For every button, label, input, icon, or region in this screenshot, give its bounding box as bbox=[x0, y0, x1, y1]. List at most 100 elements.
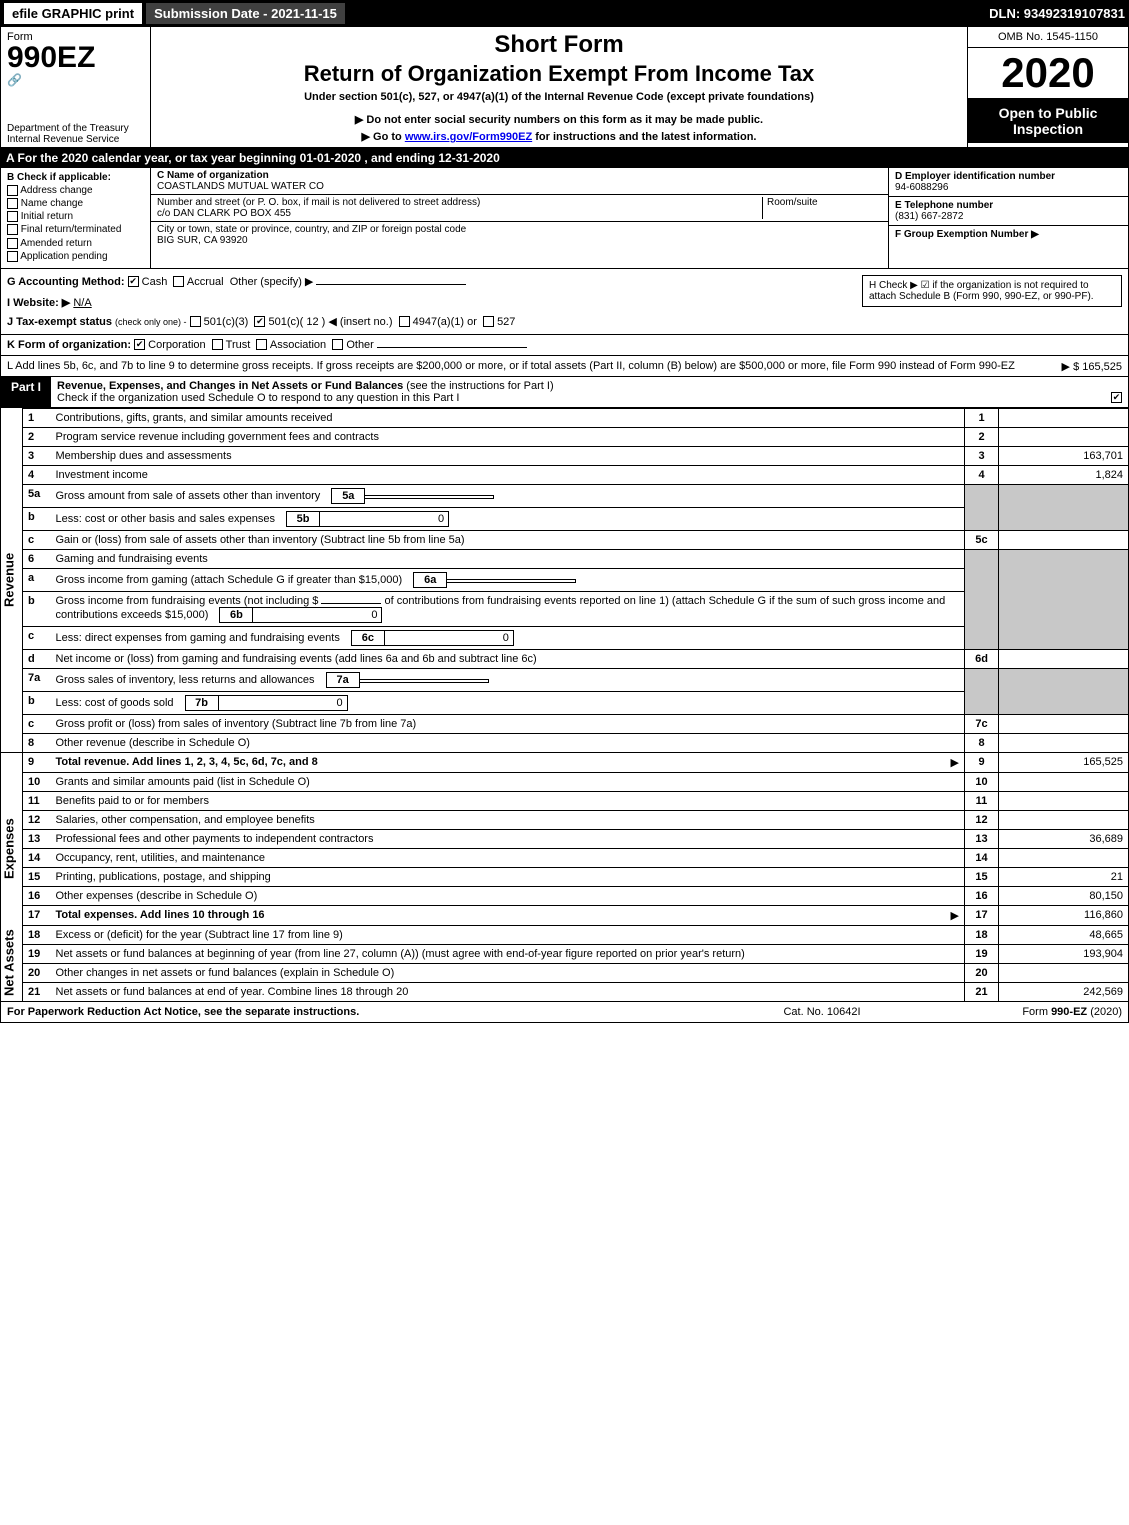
part-1-check-text: Check if the organization used Schedule … bbox=[57, 392, 459, 404]
section-c-info: C Name of organization COASTLANDS MUTUAL… bbox=[151, 168, 888, 268]
line-6b-num: b bbox=[23, 591, 51, 626]
line-9-num: 9 bbox=[23, 752, 51, 772]
other-specify-input[interactable] bbox=[316, 284, 466, 285]
line-8-amt bbox=[999, 733, 1129, 752]
section-k: K Form of organization: Corporation Trus… bbox=[0, 335, 1129, 356]
j-501c3-checkbox[interactable] bbox=[190, 316, 201, 327]
k-other-label: Other bbox=[346, 339, 374, 351]
line-5a-num: 5a bbox=[23, 484, 51, 507]
line-16-num: 16 bbox=[23, 886, 51, 905]
line-3-box: 3 bbox=[965, 446, 999, 465]
part-1-label: Part I bbox=[1, 377, 51, 407]
section-a-bar: A For the 2020 calendar year, or tax yea… bbox=[0, 148, 1129, 168]
line-6a-desc: Gross income from gaming (attach Schedul… bbox=[51, 568, 965, 591]
part-1-header: Part I Revenue, Expenses, and Changes in… bbox=[0, 377, 1129, 408]
street-address: c/o DAN CLARK PO BOX 455 bbox=[157, 208, 762, 219]
line-15-amt: 21 bbox=[999, 867, 1129, 886]
catalog-number: Cat. No. 10642I bbox=[722, 1006, 922, 1018]
line-13-desc: Professional fees and other payments to … bbox=[51, 829, 965, 848]
line-5a-subbox: 5a bbox=[331, 488, 365, 504]
line-14-num: 14 bbox=[23, 848, 51, 867]
j-4947-label: 4947(a)(1) or bbox=[413, 316, 477, 328]
open-to-public: Open to Public Inspection bbox=[968, 99, 1128, 143]
k-other-input[interactable] bbox=[377, 347, 527, 348]
cash-label: Cash bbox=[142, 276, 168, 288]
line-11-box: 11 bbox=[965, 791, 999, 810]
section-d-e-f: D Employer identification number 94-6088… bbox=[888, 168, 1128, 268]
goto-pre: ▶ Go to bbox=[362, 131, 405, 143]
line-21-desc: Net assets or fund balances at end of ye… bbox=[51, 982, 965, 1001]
initial-return-checkbox[interactable]: Initial return bbox=[7, 211, 144, 222]
line-7b-subamt: 0 bbox=[218, 695, 348, 711]
line-5ab-boxshade bbox=[965, 484, 999, 530]
line-1-num: 1 bbox=[23, 408, 51, 427]
application-pending-checkbox[interactable]: Application pending bbox=[7, 251, 144, 262]
irs-label: Internal Revenue Service bbox=[7, 134, 119, 145]
line-6-desc: Gaming and fundraising events bbox=[51, 549, 965, 568]
k-trust-label: Trust bbox=[226, 339, 251, 351]
efile-graphic-print-button[interactable]: efile GRAPHIC print bbox=[4, 3, 142, 24]
org-name: COASTLANDS MUTUAL WATER CO bbox=[157, 181, 882, 192]
j-527-label: 527 bbox=[497, 316, 515, 328]
line-13-amt: 36,689 bbox=[999, 829, 1129, 848]
line-15-desc: Printing, publications, postage, and shi… bbox=[51, 867, 965, 886]
address-change-checkbox[interactable]: Address change bbox=[7, 185, 144, 196]
name-change-checkbox[interactable]: Name change bbox=[7, 198, 144, 209]
line-20-amt bbox=[999, 963, 1129, 982]
go-to-irs: ▶ Go to www.irs.gov/Form990EZ for instru… bbox=[157, 130, 961, 143]
l-amount: ▶ $ 165,525 bbox=[1062, 360, 1122, 373]
k-assoc-checkbox[interactable] bbox=[256, 339, 267, 350]
submission-date-button[interactable]: Submission Date - 2021-11-15 bbox=[146, 3, 345, 24]
line-6b-blank[interactable] bbox=[321, 603, 381, 604]
line-3-num: 3 bbox=[23, 446, 51, 465]
line-21-box: 21 bbox=[965, 982, 999, 1001]
page-footer: For Paperwork Reduction Act Notice, see … bbox=[0, 1002, 1129, 1023]
line-11-num: 11 bbox=[23, 791, 51, 810]
dept-treasury: Department of the Treasury bbox=[7, 123, 129, 134]
line-7c-desc: Gross profit or (loss) from sales of inv… bbox=[51, 714, 965, 733]
line-10-desc: Grants and similar amounts paid (list in… bbox=[51, 772, 965, 791]
line-11-amt bbox=[999, 791, 1129, 810]
netassets-category: Net Assets bbox=[1, 925, 23, 1001]
j-4947-checkbox[interactable] bbox=[399, 316, 410, 327]
g-label: G Accounting Method: bbox=[7, 276, 125, 288]
do-not-enter-ssn: ▶ Do not enter social security numbers o… bbox=[157, 113, 961, 126]
line-8-num: 8 bbox=[23, 733, 51, 752]
accrual-checkbox[interactable] bbox=[173, 276, 184, 287]
k-corp-checkbox[interactable] bbox=[134, 339, 145, 350]
line-15-num: 15 bbox=[23, 867, 51, 886]
j-527-checkbox[interactable] bbox=[483, 316, 494, 327]
line-20-box: 20 bbox=[965, 963, 999, 982]
line-6c-desc: Less: direct expenses from gaming and fu… bbox=[51, 626, 965, 649]
part-1-title: Revenue, Expenses, and Changes in Net As… bbox=[51, 377, 1128, 407]
cash-checkbox[interactable] bbox=[128, 276, 139, 287]
line-7a-num: 7a bbox=[23, 668, 51, 691]
city-label: City or town, state or province, country… bbox=[157, 224, 882, 235]
omb-number: OMB No. 1545-1150 bbox=[968, 27, 1128, 48]
amended-return-checkbox[interactable]: Amended return bbox=[7, 238, 144, 249]
line-2-num: 2 bbox=[23, 427, 51, 446]
line-6-num: 6 bbox=[23, 549, 51, 568]
expenses-category: Expenses bbox=[1, 772, 23, 925]
l-text: L Add lines 5b, 6c, and 7b to line 9 to … bbox=[7, 360, 1015, 372]
line-16-box: 16 bbox=[965, 886, 999, 905]
irs-form-link[interactable]: www.irs.gov/Form990EZ bbox=[405, 131, 532, 143]
line-7b-subbox: 7b bbox=[185, 695, 219, 711]
part-1-title-bold: Revenue, Expenses, and Changes in Net As… bbox=[57, 380, 403, 392]
k-trust-checkbox[interactable] bbox=[212, 339, 223, 350]
line-7ab-boxshade bbox=[965, 668, 999, 714]
revenue-category: Revenue bbox=[1, 408, 23, 752]
line-10-amt bbox=[999, 772, 1129, 791]
section-g-h-i-j: G Accounting Method: Cash Accrual Other … bbox=[0, 269, 1129, 335]
line-21-num: 21 bbox=[23, 982, 51, 1001]
part-1-schedule-o-checkbox[interactable] bbox=[1111, 392, 1122, 403]
return-title: Return of Organization Exempt From Incom… bbox=[157, 61, 961, 87]
line-18-desc: Excess or (deficit) for the year (Subtra… bbox=[51, 925, 965, 944]
line-10-box: 10 bbox=[965, 772, 999, 791]
header-center: Short Form Return of Organization Exempt… bbox=[151, 27, 968, 147]
i-website-label: I Website: ▶ bbox=[7, 297, 70, 309]
final-return-checkbox[interactable]: Final return/terminated bbox=[7, 224, 144, 235]
j-501c-checkbox[interactable] bbox=[254, 316, 265, 327]
k-other-checkbox[interactable] bbox=[332, 339, 343, 350]
form-header: Form 990EZ 🔗 Department of the Treasury … bbox=[0, 26, 1129, 148]
